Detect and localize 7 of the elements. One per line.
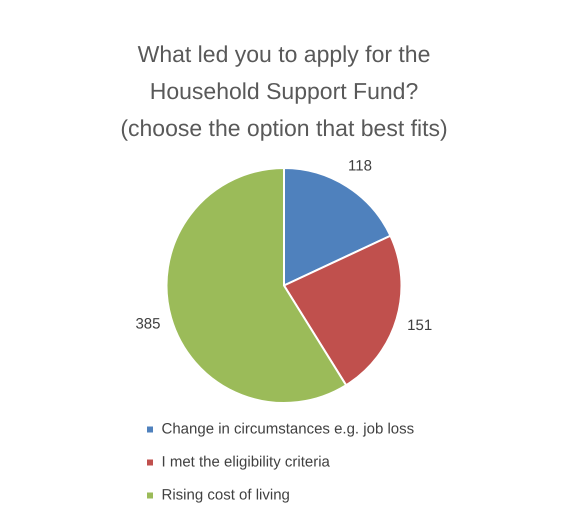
data-label: 385 <box>135 316 160 333</box>
data-label: 118 <box>348 157 372 174</box>
legend-label: Change in circumstances e.g. job loss <box>162 420 414 438</box>
chart-title: What led you to apply for the Household Support Fund? (choose the option that best fits) <box>119 40 449 143</box>
data-label: 151 <box>407 316 432 334</box>
legend-label: Rising cost of living <box>162 486 290 504</box>
legend-label: I met the eligibility criteria <box>162 454 331 471</box>
